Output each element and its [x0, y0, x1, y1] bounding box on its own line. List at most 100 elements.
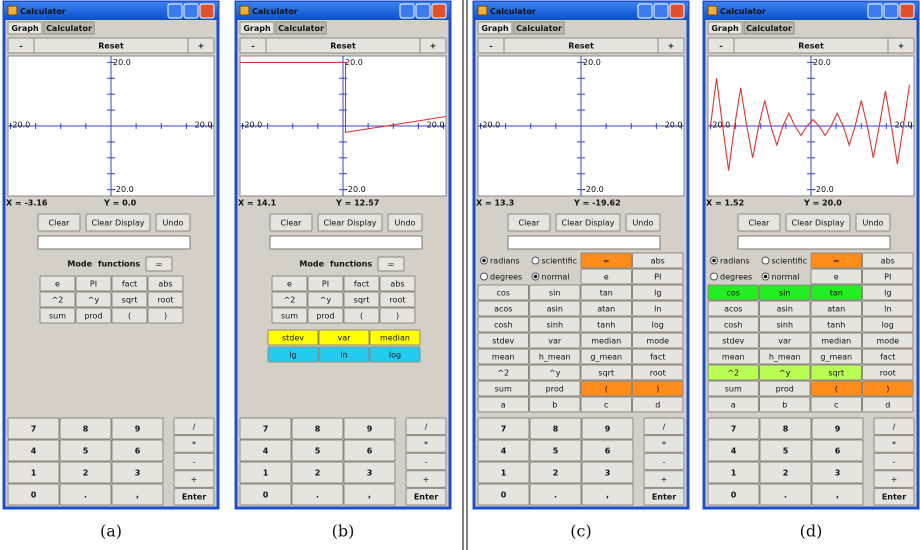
- operator-button-label: /: [663, 422, 666, 431]
- minimize-button[interactable]: [168, 4, 182, 18]
- function-button-label: ^2: [497, 369, 509, 378]
- digit-button-label: ,: [606, 491, 609, 500]
- function-button-label: root: [880, 369, 896, 378]
- minimize-button[interactable]: [868, 4, 882, 18]
- minimize-button[interactable]: [638, 4, 652, 18]
- radio-label: degrees: [490, 273, 522, 282]
- maximize-button[interactable]: [184, 4, 198, 18]
- caption: (d): [800, 522, 823, 541]
- mode-label: Mode: [67, 260, 92, 269]
- function-button-label: atan: [827, 305, 845, 314]
- digit-button-label: 7: [263, 425, 269, 434]
- digit-button-label: 7: [501, 425, 507, 434]
- radio-button[interactable]: [711, 273, 718, 280]
- digit-button-label: 2: [783, 469, 789, 478]
- digit-button-label: .: [84, 491, 87, 500]
- maximize-button[interactable]: [416, 4, 430, 18]
- y-tick-label: -20.0: [345, 185, 366, 194]
- digit-button-label: 4: [31, 447, 37, 456]
- operator-button-label: *: [662, 440, 666, 449]
- function-button-label: lg: [289, 351, 296, 360]
- zoom-in-button-label: +: [198, 42, 205, 51]
- digit-button-label: 5: [783, 447, 789, 456]
- operator-button-label: Enter: [882, 493, 906, 502]
- function-button-label: mean: [722, 353, 745, 362]
- functions-label: functions: [98, 260, 140, 269]
- edit-button-label: Clear Display: [562, 219, 615, 228]
- edit-button-label: Clear: [49, 219, 71, 228]
- function-button-label: cos: [727, 289, 740, 298]
- y-tick-label: 20.0: [813, 58, 831, 67]
- maximize-button[interactable]: [884, 4, 898, 18]
- radio-label: normal: [542, 273, 570, 282]
- operator-button-label: /: [425, 422, 428, 431]
- edit-button-label: Undo: [863, 219, 884, 228]
- digit-button-label: 2: [315, 469, 321, 478]
- zoom-out-button-label: -: [719, 42, 722, 51]
- radio-label: scientific: [542, 257, 578, 266]
- function-button-label: ^2: [727, 369, 739, 378]
- digit-button-label: .: [784, 491, 787, 500]
- digit-button-label: 8: [783, 425, 789, 434]
- close-button[interactable]: [900, 4, 914, 18]
- radio-label: scientific: [772, 257, 808, 266]
- minimize-button[interactable]: [400, 4, 414, 18]
- function-button-label: ln: [340, 351, 347, 360]
- radio-dot: [482, 259, 486, 263]
- function-button-label: root: [157, 296, 173, 305]
- status-y: Y = 20.0: [803, 199, 842, 208]
- radio-label: radians: [490, 257, 520, 266]
- digit-button-label: 5: [553, 447, 559, 456]
- function-button-label: d: [885, 401, 890, 410]
- maximize-button[interactable]: [654, 4, 668, 18]
- digit-button-label: 1: [263, 469, 269, 478]
- function-button-label: ^2: [284, 296, 296, 305]
- function-button-label: median: [380, 334, 410, 343]
- tab-label: Calculator: [746, 24, 792, 33]
- digit-button-label: 2: [553, 469, 559, 478]
- reset-button-label: Reset: [568, 42, 594, 51]
- digit-button-label: 4: [731, 447, 737, 456]
- digit-button-label: .: [316, 491, 319, 500]
- function-button-label: ): [886, 385, 889, 394]
- operator-button-label: +: [891, 475, 898, 484]
- digit-button-label: 9: [605, 425, 611, 434]
- close-button[interactable]: [670, 4, 684, 18]
- function-button-label: root: [650, 369, 666, 378]
- function-button-label: median: [591, 337, 621, 346]
- function-button-label: prod: [84, 312, 102, 321]
- function-button-label: (: [835, 385, 838, 394]
- status-x: X = 14.1: [238, 199, 277, 208]
- function-button-label: abs: [390, 280, 404, 289]
- close-button[interactable]: [200, 4, 214, 18]
- status-x: X = 13.3: [476, 199, 514, 208]
- function-button-label: g_mean: [590, 353, 622, 362]
- operator-button-label: +: [423, 475, 430, 484]
- digit-button-label: 3: [135, 469, 141, 478]
- function-button-label: fact: [354, 280, 369, 289]
- function-button-label: (: [128, 312, 131, 321]
- operator-button-label: -: [425, 458, 428, 467]
- function-button-label: sinh: [776, 321, 793, 330]
- function-button-label: ): [396, 312, 399, 321]
- close-button[interactable]: [432, 4, 446, 18]
- radio-button[interactable]: [762, 257, 769, 264]
- function-button-label: ^y: [320, 296, 332, 305]
- window-title: Calculator: [720, 7, 766, 16]
- display-field: [270, 236, 422, 249]
- function-button-label: sum: [725, 385, 742, 394]
- zoom-out-button-label: -: [489, 42, 492, 51]
- function-button-label: sum: [495, 385, 512, 394]
- function-button-label: PI: [90, 280, 97, 289]
- function-button-label: tan: [600, 289, 613, 298]
- y-tick-label: 20.0: [345, 58, 363, 67]
- digit-button-label: 6: [135, 447, 141, 456]
- caption: (c): [570, 522, 591, 541]
- radio-button[interactable]: [532, 257, 539, 264]
- operator-button-label: +: [191, 475, 198, 484]
- radio-label: radians: [720, 257, 750, 266]
- tab-label: Graph: [243, 24, 271, 33]
- function-button-label: ^y: [549, 369, 561, 378]
- radio-button[interactable]: [481, 273, 488, 280]
- function-button-label: stdev: [282, 334, 304, 343]
